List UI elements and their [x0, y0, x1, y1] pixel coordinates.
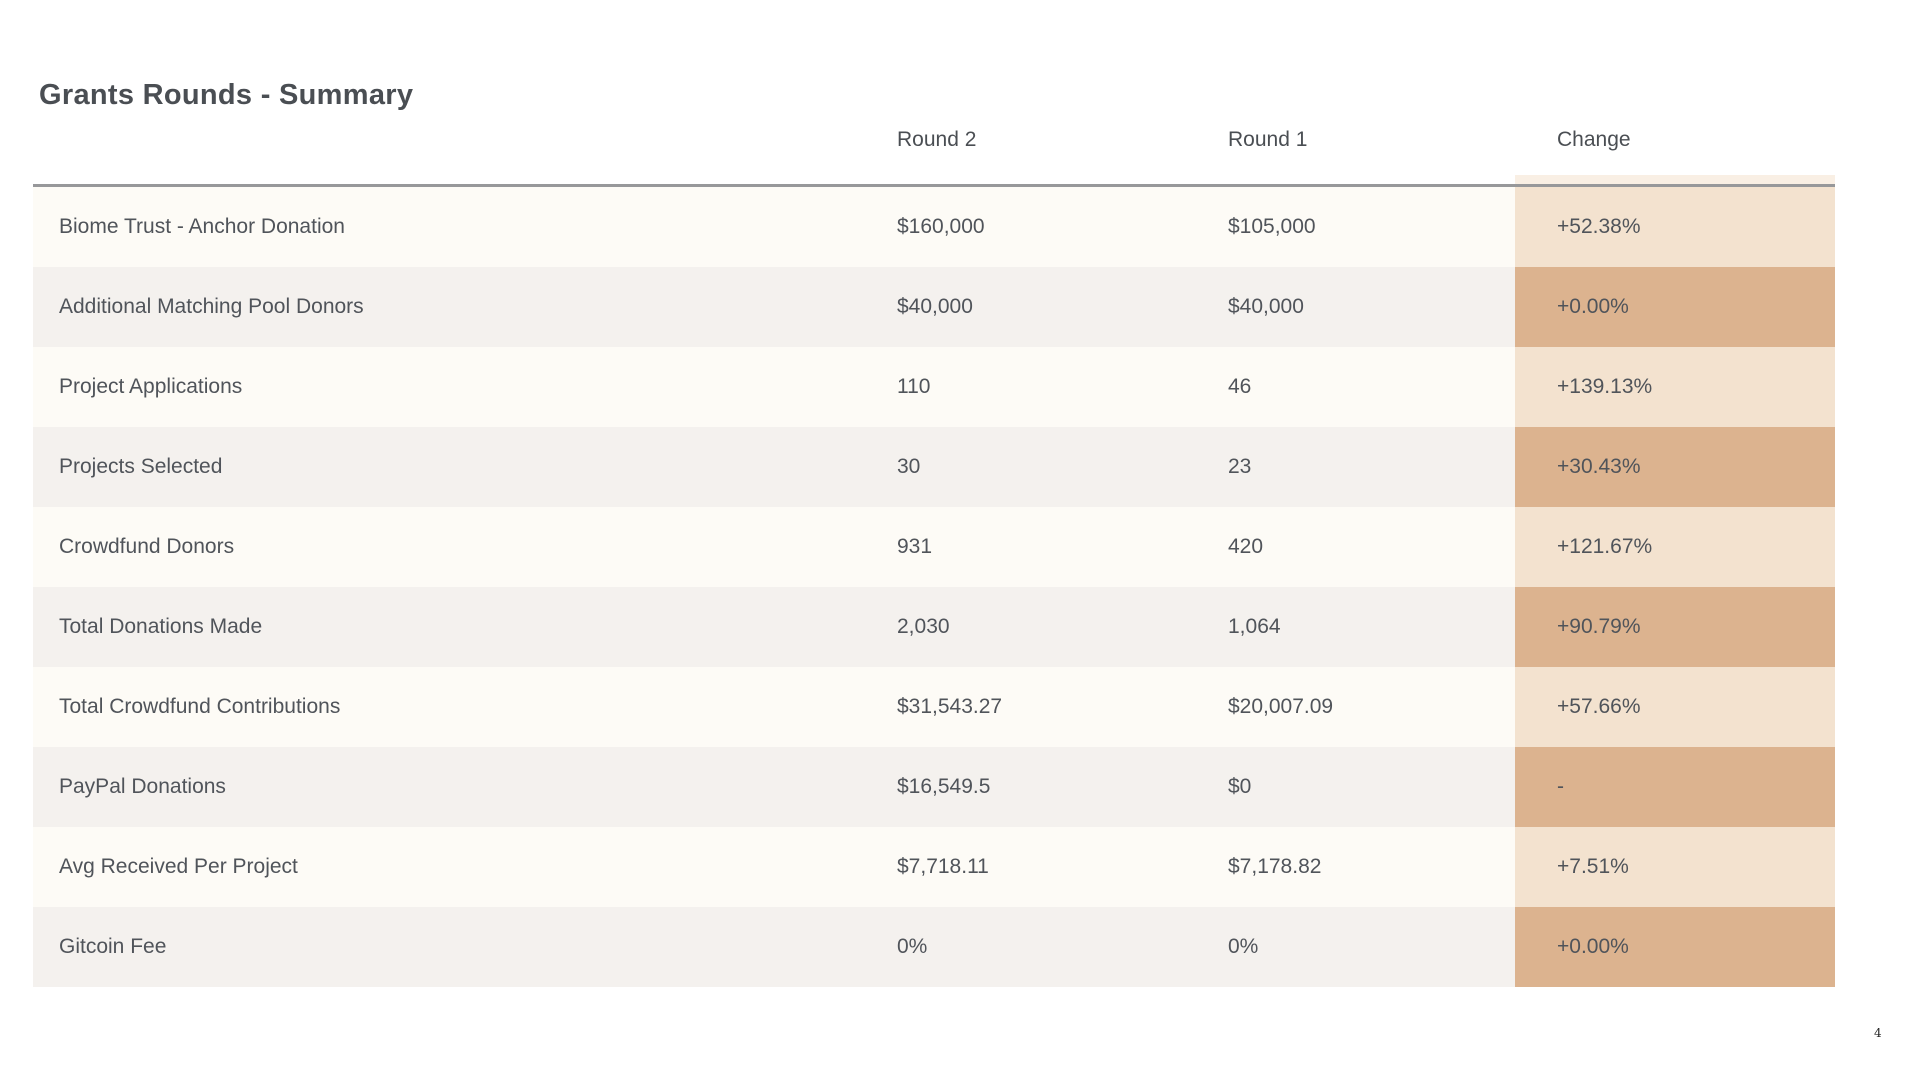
change-value: +90.79%	[1515, 587, 1835, 667]
round2-value: $7,718.11	[897, 855, 989, 878]
round1-value: $0	[1228, 775, 1252, 798]
table-row: Biome Trust - Anchor Donation $160,000 $…	[33, 187, 1835, 267]
round2-value: 110	[897, 375, 931, 398]
round1-value: 46	[1228, 375, 1252, 398]
column-header-change: Change	[1557, 128, 1631, 151]
change-value: +0.00%	[1515, 907, 1835, 987]
row-label: Biome Trust - Anchor Donation	[59, 215, 345, 238]
round2-value: $16,549.5	[897, 775, 991, 798]
change-value: +139.13%	[1515, 347, 1835, 427]
round1-value: $7,178.82	[1228, 855, 1322, 878]
round2-value: 0%	[897, 935, 928, 958]
round1-value: 420	[1228, 535, 1264, 558]
table-row: Avg Received Per Project $7,718.11 $7,17…	[33, 827, 1835, 907]
column-header-round2: Round 2	[897, 128, 977, 151]
round1-value: $105,000	[1228, 215, 1316, 238]
table-row: Additional Matching Pool Donors $40,000 …	[33, 267, 1835, 347]
table-body: Biome Trust - Anchor Donation $160,000 $…	[33, 187, 1835, 987]
table-row: PayPal Donations $16,549.5 $0 -	[33, 747, 1835, 827]
change-column-tint-strip	[1515, 175, 1835, 184]
round2-value: 931	[897, 535, 933, 558]
round1-value: $40,000	[1228, 295, 1304, 318]
change-value: +57.66%	[1515, 667, 1835, 747]
page-number: 4	[1874, 1026, 1882, 1040]
round2-value: $31,543.27	[897, 695, 1003, 718]
change-value: +121.67%	[1515, 507, 1835, 587]
row-label: PayPal Donations	[59, 775, 226, 798]
table-header-row: Round 2 Round 1 Change	[33, 126, 1835, 154]
change-value: +0.00%	[1515, 267, 1835, 347]
row-label: Avg Received Per Project	[59, 855, 298, 878]
row-label: Gitcoin Fee	[59, 935, 167, 958]
round1-value: 0%	[1228, 935, 1259, 958]
row-label: Total Crowdfund Contributions	[59, 695, 341, 718]
row-label: Additional Matching Pool Donors	[59, 295, 364, 318]
table-row: Total Donations Made 2,030 1,064 +90.79%	[33, 587, 1835, 667]
table-row: Crowdfund Donors 931 420 +121.67%	[33, 507, 1835, 587]
table-row: Gitcoin Fee 0% 0% +0.00%	[33, 907, 1835, 987]
change-value: +30.43%	[1515, 427, 1835, 507]
change-value: -	[1515, 747, 1835, 827]
row-label: Crowdfund Donors	[59, 535, 235, 558]
table-row: Projects Selected 30 23 +30.43%	[33, 427, 1835, 507]
round1-value: $20,007.09	[1228, 695, 1334, 718]
round2-value: $160,000	[897, 215, 985, 238]
round2-value: 30	[897, 455, 921, 478]
row-label: Project Applications	[59, 375, 243, 398]
round2-value: 2,030	[897, 615, 950, 638]
round1-value: 1,064	[1228, 615, 1281, 638]
change-value: +7.51%	[1515, 827, 1835, 907]
round1-value: 23	[1228, 455, 1252, 478]
table-row: Total Crowdfund Contributions $31,543.27…	[33, 667, 1835, 747]
change-value: +52.38%	[1515, 187, 1835, 267]
row-label: Projects Selected	[59, 455, 223, 478]
row-label: Total Donations Made	[59, 615, 263, 638]
round2-value: $40,000	[897, 295, 973, 318]
column-header-round1: Round 1	[1228, 128, 1308, 151]
header-divider	[33, 184, 1835, 187]
page-title: Grants Rounds - Summary	[39, 79, 414, 112]
table-row: Project Applications 110 46 +139.13%	[33, 347, 1835, 427]
